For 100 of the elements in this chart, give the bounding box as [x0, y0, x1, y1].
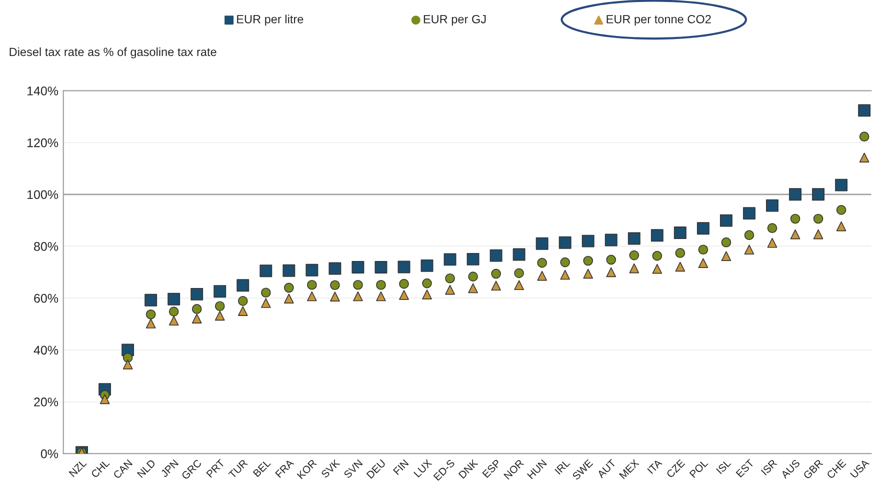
point [767, 223, 778, 234]
point [790, 229, 800, 240]
point [537, 270, 547, 281]
point [512, 248, 526, 261]
point [420, 259, 434, 272]
point [858, 104, 871, 117]
point [628, 232, 640, 245]
point [192, 314, 202, 324]
point [100, 394, 110, 404]
point [238, 296, 248, 306]
point [214, 310, 225, 321]
point [835, 178, 848, 192]
point [766, 199, 778, 212]
x-tick-label: POL [689, 458, 708, 478]
point [604, 234, 618, 246]
point [652, 250, 662, 261]
point [330, 280, 340, 290]
y-axis-title: Diesel tax rate as % of gasoline tax rate [10, 47, 216, 58]
point [238, 306, 248, 316]
y-tick-label: 0% [40, 449, 58, 458]
point [444, 253, 456, 266]
point [260, 288, 271, 298]
point [466, 252, 480, 266]
point [767, 238, 778, 248]
point [742, 207, 756, 220]
point [606, 254, 616, 265]
point [696, 222, 710, 235]
x-tick-label: TUR [228, 459, 248, 479]
y-tick-label: 20% [34, 398, 58, 406]
point [790, 214, 800, 224]
point [353, 280, 363, 290]
point [836, 221, 846, 232]
point [698, 244, 708, 255]
point [652, 264, 662, 274]
point [168, 316, 179, 326]
y-tick-label: 140% [27, 86, 58, 96]
point [650, 229, 664, 242]
point [422, 290, 432, 300]
point [859, 152, 870, 163]
point [399, 290, 409, 300]
point [675, 262, 686, 272]
point [330, 292, 340, 302]
x-tick-label: BEL [252, 458, 271, 478]
point [168, 292, 180, 306]
point [536, 237, 548, 250]
y-tick-label: 60% [34, 294, 58, 303]
x-tick-label: NZL [68, 458, 87, 478]
point [490, 249, 502, 262]
point [306, 264, 318, 276]
point [629, 250, 640, 260]
point [583, 268, 594, 279]
point [789, 188, 802, 201]
point [560, 270, 570, 280]
point [399, 278, 409, 289]
point [674, 226, 686, 239]
point [282, 264, 296, 277]
x-tick-label: FRA [275, 458, 294, 478]
point [744, 244, 754, 255]
point [190, 288, 204, 300]
point [514, 268, 524, 278]
point [445, 273, 455, 284]
point [744, 230, 754, 240]
point [260, 298, 271, 308]
point [146, 318, 156, 328]
point [146, 309, 156, 320]
point [122, 360, 133, 370]
point [606, 267, 616, 278]
x-tick-label: JPN [160, 459, 179, 478]
y-tick-label: 80% [34, 242, 58, 251]
point [122, 352, 133, 363]
x-tick-label: CHL [90, 458, 110, 478]
point [374, 261, 388, 274]
point [192, 304, 202, 314]
y-tick-label: 40% [34, 346, 58, 355]
x-tick-label: ISL [716, 458, 732, 474]
point [214, 285, 226, 298]
point [813, 229, 824, 240]
point [352, 261, 364, 274]
point [168, 306, 179, 316]
point [491, 268, 501, 279]
point [468, 272, 478, 282]
point [376, 291, 386, 302]
legend-label: EUR per tonne CO2 [606, 14, 711, 26]
x-tick-label: ITA [647, 458, 662, 474]
x-tick-label: USA [850, 458, 870, 478]
point [812, 188, 824, 201]
point [721, 237, 732, 248]
point [468, 283, 478, 294]
y-tick-label: 120% [27, 138, 58, 148]
point [582, 234, 594, 248]
x-tick-label: IRL [554, 458, 570, 475]
legend-label: EUR per GJ [424, 14, 486, 26]
point [214, 301, 225, 312]
point [560, 257, 570, 268]
x-tick-label: FIN [393, 459, 409, 476]
point [491, 280, 501, 291]
point [353, 291, 363, 302]
x-tick-label: CZE [666, 458, 686, 478]
point [445, 284, 455, 295]
point [514, 280, 524, 290]
